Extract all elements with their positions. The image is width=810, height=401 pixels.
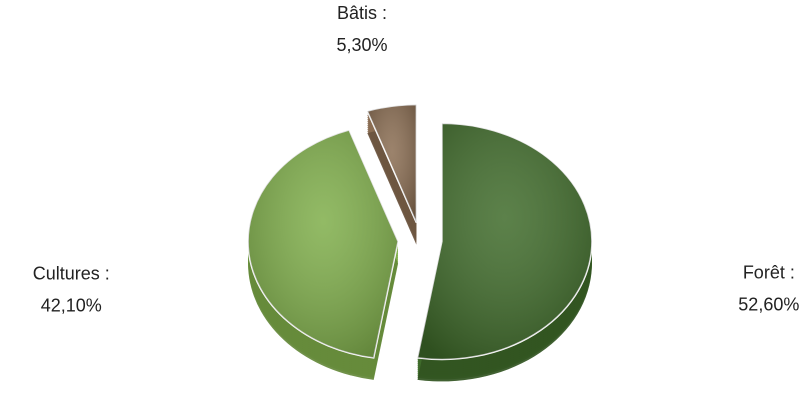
slice-label: Bâtis : <box>337 3 387 23</box>
slice-label: Forêt : <box>743 263 795 283</box>
slice-shade <box>417 123 592 360</box>
value-label: 42,10% <box>41 295 102 315</box>
value-label: 52,60% <box>738 295 799 315</box>
slice-label: Cultures : <box>33 263 110 283</box>
slice-shade <box>367 104 417 223</box>
slice <box>416 122 593 382</box>
slice <box>247 129 399 380</box>
slice-shade <box>248 129 399 358</box>
value-label: 5,30% <box>336 35 387 55</box>
slice <box>366 103 418 245</box>
